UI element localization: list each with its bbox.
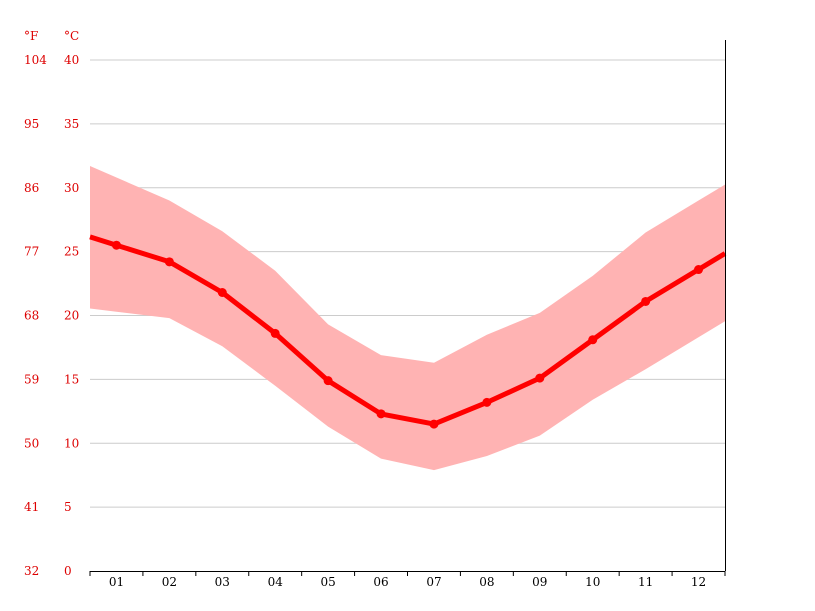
celsius-unit-label: °C <box>64 29 79 43</box>
y-tick-fahrenheit: 104 <box>24 53 47 67</box>
y-tick-celsius: 25 <box>64 245 79 259</box>
data-point <box>376 409 386 419</box>
y-tick-celsius: 20 <box>64 309 79 323</box>
y-tick-fahrenheit: 41 <box>24 500 39 514</box>
axes <box>89 40 726 576</box>
y-tick-fahrenheit: 95 <box>24 117 39 131</box>
y-tick-celsius: 40 <box>64 53 79 67</box>
x-tick-label: 12 <box>691 575 706 589</box>
x-tick-label: 01 <box>109 575 124 589</box>
x-tick-label: 07 <box>426 575 441 589</box>
x-tick-label: 11 <box>638 575 653 589</box>
data-point <box>270 328 280 338</box>
data-point <box>217 288 227 298</box>
x-tick-label: 09 <box>532 575 547 589</box>
y-tick-fahrenheit: 32 <box>24 564 39 578</box>
series-line <box>89 234 727 427</box>
x-tick-label: 06 <box>373 575 388 589</box>
data-point <box>535 373 545 383</box>
x-tick-label: 04 <box>268 575 284 589</box>
x-tick-label: 02 <box>162 575 177 589</box>
y-tick-celsius: 5 <box>64 500 72 514</box>
range-band <box>90 166 725 471</box>
data-point <box>694 265 704 275</box>
data-point <box>482 397 492 407</box>
temperature-range-band <box>90 166 725 471</box>
data-point <box>111 240 121 250</box>
y-tick-fahrenheit: 50 <box>24 436 39 450</box>
fahrenheit-unit-label: °F <box>24 29 38 43</box>
y-tick-celsius: 30 <box>64 181 79 195</box>
y-tick-celsius: 15 <box>64 372 79 386</box>
x-tick-label: 03 <box>215 575 230 589</box>
data-point <box>588 335 598 345</box>
x-tick-label: 05 <box>320 575 335 589</box>
y-tick-celsius: 35 <box>64 117 79 131</box>
y-tick-fahrenheit: 68 <box>24 309 39 323</box>
axis-labels: °F °C 4010435953086257720681559105054103… <box>24 29 706 589</box>
y-tick-fahrenheit: 86 <box>24 181 39 195</box>
x-tick-label: 08 <box>479 575 494 589</box>
data-point <box>323 376 333 386</box>
data-point <box>641 296 651 306</box>
average-temperature-line <box>89 234 727 429</box>
data-point <box>429 419 439 429</box>
y-tick-fahrenheit: 77 <box>24 245 39 259</box>
y-tick-celsius: 10 <box>64 436 79 450</box>
y-tick-celsius: 0 <box>64 564 72 578</box>
y-tick-fahrenheit: 59 <box>24 372 39 386</box>
x-tick-label: 10 <box>585 575 600 589</box>
data-point <box>164 257 174 267</box>
